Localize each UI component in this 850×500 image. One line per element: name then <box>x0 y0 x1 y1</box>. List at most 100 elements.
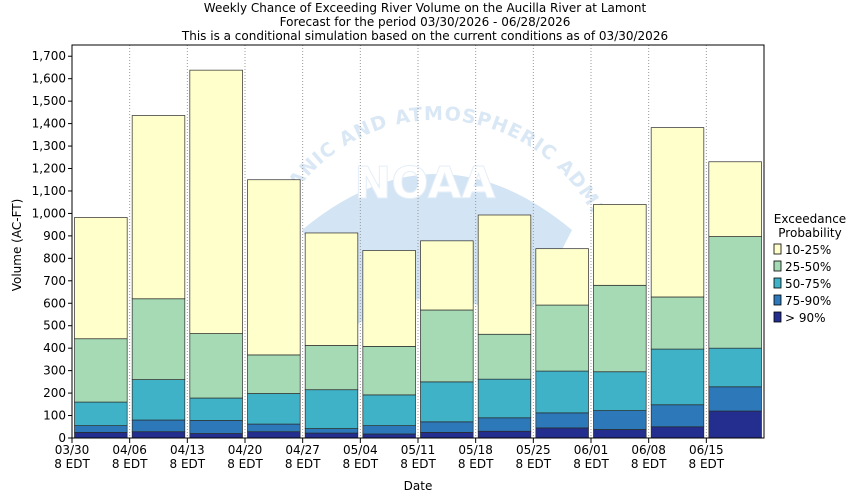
bar-segment-04-20-band-0 <box>247 431 301 439</box>
x-tick-time-10: 8 EDT <box>631 457 667 471</box>
y-tick-label-9: 900 <box>43 229 66 243</box>
x-tick-date-9: 06/01 <box>574 443 609 457</box>
title-line-2: Forecast for the period 03/30/2026 - 06/… <box>280 15 571 29</box>
legend-label-1: 25-50% <box>785 260 831 274</box>
bar-segment-06-15-band-0 <box>708 410 762 439</box>
bar-segment-05-04-band-3 <box>362 346 416 396</box>
x-tick-date-3: 04/20 <box>228 443 263 457</box>
bar-segment-06-08-band-0 <box>650 426 705 439</box>
bar-segment-04-27-band-1 <box>304 428 359 434</box>
legend-title-1: Exceedance <box>774 212 846 226</box>
legend-label-2: 50-75% <box>785 277 831 291</box>
x-tick-time-4: 8 EDT <box>285 457 321 471</box>
bar-segment-03-30-band-0 <box>74 432 128 439</box>
x-tick-date-7: 05/18 <box>458 443 493 457</box>
y-tick-label-14: 1,400 <box>32 117 66 131</box>
title-line-3: This is a conditional simulation based o… <box>181 29 668 43</box>
bar-segment-04-20-band-3 <box>247 354 301 394</box>
bar-segment-06-01-band-3 <box>593 284 647 373</box>
bar-segment-06-15-band-2 <box>708 347 762 388</box>
x-tick-time-2: 8 EDT <box>170 457 206 471</box>
bar-segment-04-13-band-3 <box>189 333 243 399</box>
bar-segment-05-11-band-0 <box>420 432 474 439</box>
y-tick-label-1: 100 <box>43 409 66 423</box>
bar-segment-05-25-band-0 <box>535 427 589 439</box>
bar-segment-04-20-band-4 <box>247 179 301 356</box>
bar-segment-04-27-band-4 <box>304 232 359 346</box>
y-tick-label-2: 200 <box>43 386 66 400</box>
y-tick-label-16: 1,600 <box>32 72 66 86</box>
bar-segment-04-13-band-1 <box>189 420 243 434</box>
watermark-logo-text: NOAA <box>354 158 495 209</box>
bar-segment-04-13-band-2 <box>189 397 243 421</box>
bar-segment-04-13-band-0 <box>189 433 243 439</box>
bar-segment-05-18-band-1 <box>477 417 532 432</box>
y-tick-label-0: 0 <box>58 431 66 445</box>
bar-segment-03-30-band-4 <box>74 217 128 340</box>
bar-segment-06-01-band-0 <box>593 429 647 439</box>
bar-segment-05-11-band-1 <box>420 421 474 433</box>
bar-segment-05-11-band-4 <box>420 240 474 311</box>
x-tick-time-9: 8 EDT <box>573 457 609 471</box>
bar-segment-05-11-band-3 <box>420 309 474 383</box>
x-tick-date-8: 05/25 <box>516 443 551 457</box>
bar-segment-06-08-band-1 <box>650 404 705 428</box>
y-axis-title: Volume (AC-FT) <box>10 199 24 292</box>
y-tick-label-3: 300 <box>43 364 66 378</box>
x-tick-date-2: 04/13 <box>170 443 205 457</box>
bar-segment-04-20-band-2 <box>247 393 301 425</box>
y-tick-labels: 0 100 200 300 400 500 600 700 800 900 1,000 1,100 1,… <box>32 49 66 445</box>
bar-segment-06-08-band-3 <box>650 296 705 350</box>
x-tick-date-5: 05/04 <box>343 443 378 457</box>
bar-segment-06-01-band-4 <box>593 204 647 286</box>
bar-segment-06-15-band-3 <box>708 236 762 349</box>
bar-segment-04-06-band-2 <box>131 379 186 421</box>
legend-title-2: Probability <box>778 226 841 240</box>
legend-label-4: > 90% <box>785 311 826 325</box>
bar-segment-06-15-band-1 <box>708 386 762 412</box>
bar-segment-04-27-band-2 <box>304 389 359 429</box>
bar-segment-04-06-band-0 <box>131 431 186 439</box>
legend-swatch-0 <box>773 243 782 255</box>
y-tick-label-11: 1,100 <box>32 184 66 198</box>
x-tick-time-11: 8 EDT <box>689 457 725 471</box>
x-tick-time-3: 8 EDT <box>227 457 263 471</box>
y-tick-label-12: 1,200 <box>32 162 66 176</box>
bar-segment-05-04-band-1 <box>362 425 416 435</box>
bar-segment-03-30-band-3 <box>74 338 128 403</box>
bar-segment-06-01-band-2 <box>593 371 647 411</box>
bar-segment-05-25-band-3 <box>535 304 589 372</box>
y-tick-label-8: 800 <box>43 251 66 265</box>
bar-segment-05-11-band-2 <box>420 381 474 423</box>
bar-segment-05-18-band-0 <box>477 430 532 439</box>
legend-swatch-4 <box>773 311 782 323</box>
x-tick-date-1: 04/06 <box>112 443 147 457</box>
bar-segment-03-30-band-1 <box>74 425 128 433</box>
axes <box>68 44 765 443</box>
bar-segment-04-13-band-4 <box>189 69 243 334</box>
x-tick-date-11: 06/15 <box>689 443 724 457</box>
bar-segment-05-25-band-2 <box>535 370 589 414</box>
legend-swatch-1 <box>773 260 782 272</box>
bar-segment-04-20-band-1 <box>247 423 301 433</box>
y-tick-label-17: 1,700 <box>32 49 66 63</box>
legend: Exceedance Probability 10-25% 25-50% 50-75… <box>773 212 846 325</box>
chart-title: Weekly Chance of Exceeding River Volume … <box>181 1 668 43</box>
bar-segment-04-06-band-4 <box>131 115 186 300</box>
legend-label-0: 10-25% <box>785 243 831 257</box>
bar-segment-05-04-band-2 <box>362 394 416 426</box>
y-tick-label-4: 400 <box>43 341 66 355</box>
x-axis-title: Date <box>404 479 433 493</box>
bars <box>74 69 762 439</box>
bar-segment-04-27-band-3 <box>304 345 359 391</box>
bar-segment-05-25-band-1 <box>535 412 589 429</box>
bar-segment-06-15-band-4 <box>708 161 762 237</box>
bar-segment-03-30-band-2 <box>74 401 128 426</box>
y-tick-label-5: 500 <box>43 319 66 333</box>
bar-segment-05-18-band-4 <box>477 214 532 335</box>
x-tick-time-6: 8 EDT <box>400 457 436 471</box>
x-tick-time-5: 8 EDT <box>343 457 379 471</box>
bar-segment-05-25-band-4 <box>535 248 589 306</box>
